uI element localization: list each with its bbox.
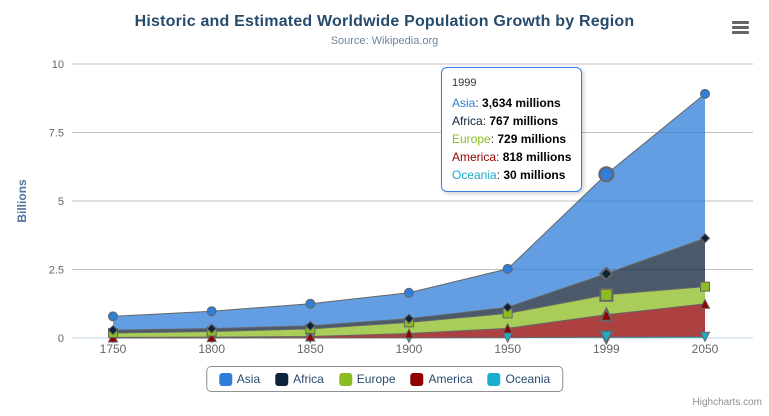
x-axis-label: 1900 bbox=[396, 342, 423, 356]
legend-item-oceania[interactable]: Oceania bbox=[487, 372, 551, 386]
area-africa[interactable] bbox=[113, 238, 705, 333]
tooltip-row: Oceania: 30 millions bbox=[452, 168, 566, 182]
tooltip-series-name: Oceania bbox=[452, 168, 497, 182]
tooltip-series-value: 3,634 millions bbox=[482, 96, 561, 110]
y-axis-label: 2.5 bbox=[49, 265, 64, 277]
x-axis-label: 1800 bbox=[198, 342, 225, 356]
marker-america-1999[interactable] bbox=[598, 306, 614, 322]
marker-africa-2050[interactable] bbox=[699, 233, 711, 244]
legend-swatch-oceania bbox=[487, 372, 501, 386]
legend-item-africa[interactable]: Africa bbox=[275, 372, 324, 386]
tooltip-series-value: 818 millions bbox=[502, 150, 572, 164]
x-axis-label: 1750 bbox=[100, 342, 127, 356]
legend-item-europe[interactable]: Europe bbox=[338, 372, 396, 386]
marker-america-1900[interactable] bbox=[403, 327, 415, 339]
area-asia[interactable] bbox=[113, 93, 705, 331]
legend-label: Asia bbox=[236, 372, 261, 386]
hamburger-bar bbox=[732, 31, 749, 34]
marker-asia-1850[interactable] bbox=[305, 298, 316, 309]
marker-america-1850[interactable] bbox=[305, 330, 316, 342]
highcharts-credits-link[interactable]: Highcharts.com bbox=[692, 397, 762, 408]
x-axis-label: 1999 bbox=[593, 342, 620, 356]
marker-america-2050[interactable] bbox=[699, 298, 711, 309]
hamburger-bar bbox=[732, 26, 749, 29]
hamburger-bar bbox=[732, 21, 749, 24]
marker-oceania-1999[interactable] bbox=[598, 330, 614, 346]
marker-asia-1750[interactable] bbox=[108, 311, 118, 322]
y-axis-title: Billions bbox=[15, 179, 29, 223]
legend-swatch-asia bbox=[218, 372, 232, 386]
x-axis-label: 1850 bbox=[297, 342, 324, 356]
legend-label: Oceania bbox=[505, 372, 551, 386]
tooltip-row: America: 818 millions bbox=[452, 150, 572, 164]
legend-swatch-africa bbox=[275, 372, 289, 386]
marker-africa-1850[interactable] bbox=[305, 320, 316, 332]
tooltip-row: Asia: 3,634 millions bbox=[452, 96, 561, 110]
marker-asia-2050[interactable] bbox=[700, 88, 710, 99]
legend-label: Africa bbox=[293, 372, 324, 386]
y-axis-label: 10 bbox=[52, 59, 64, 71]
chart-subtitle: Source: Wikipedia.org bbox=[330, 35, 439, 47]
tooltip-row: Africa: 767 millions bbox=[452, 114, 559, 128]
legend-swatch-europe bbox=[338, 372, 352, 386]
tooltip-series-value: 30 millions bbox=[503, 168, 566, 182]
y-axis-label: 7.5 bbox=[49, 128, 64, 140]
tooltip-series-name: Europe bbox=[452, 132, 491, 146]
marker-africa-1950[interactable] bbox=[502, 302, 513, 313]
marker-africa-1999[interactable] bbox=[598, 266, 614, 282]
y-axis-label: 0 bbox=[58, 333, 64, 345]
marker-asia-1900[interactable] bbox=[404, 287, 414, 298]
marker-america-1950[interactable] bbox=[502, 322, 513, 334]
y-axis-label: 5 bbox=[58, 196, 64, 208]
tooltip-series-name: Africa bbox=[452, 114, 483, 128]
marker-oceania-2050[interactable] bbox=[699, 331, 711, 343]
legend-item-asia[interactable]: Asia bbox=[218, 372, 261, 386]
marker-africa-1750[interactable] bbox=[107, 324, 119, 336]
tooltip-header: 1999 bbox=[452, 77, 477, 89]
area-america[interactable] bbox=[113, 303, 705, 338]
marker-europe-2050[interactable] bbox=[700, 281, 710, 292]
legend-swatch-america bbox=[410, 372, 424, 386]
legend-label: Europe bbox=[356, 372, 396, 386]
legend-label: America bbox=[428, 372, 473, 386]
tooltip-series-value: 767 millions bbox=[489, 114, 559, 128]
marker-america-1800[interactable] bbox=[206, 331, 217, 343]
tooltip-row: Europe: 729 millions bbox=[452, 132, 567, 146]
chart-title: Historic and Estimated Worldwide Populat… bbox=[134, 13, 635, 30]
legend: Asia Africa Europe America Oceania bbox=[205, 366, 564, 392]
marker-africa-1800[interactable] bbox=[206, 323, 217, 334]
marker-asia-1800[interactable] bbox=[206, 306, 217, 317]
legend-item-america[interactable]: America bbox=[410, 372, 473, 386]
marker-europe-1999[interactable] bbox=[599, 287, 614, 302]
export-menu-button hamburger-icon[interactable] bbox=[732, 21, 750, 36]
tooltip-series-name: America bbox=[452, 150, 497, 164]
x-axis-label: 1950 bbox=[494, 342, 521, 356]
marker-asia-1950[interactable] bbox=[502, 263, 513, 274]
tooltip-series-value: 729 millions bbox=[497, 132, 567, 146]
tooltip-series-name: Asia bbox=[452, 96, 476, 110]
marker-africa-1900[interactable] bbox=[403, 313, 415, 324]
tooltip: 1999 Asia: 3,634 millions Africa: 767 mi… bbox=[441, 67, 583, 192]
marker-asia-1999[interactable] bbox=[598, 166, 615, 183]
x-axis-label: 2050 bbox=[692, 342, 719, 356]
